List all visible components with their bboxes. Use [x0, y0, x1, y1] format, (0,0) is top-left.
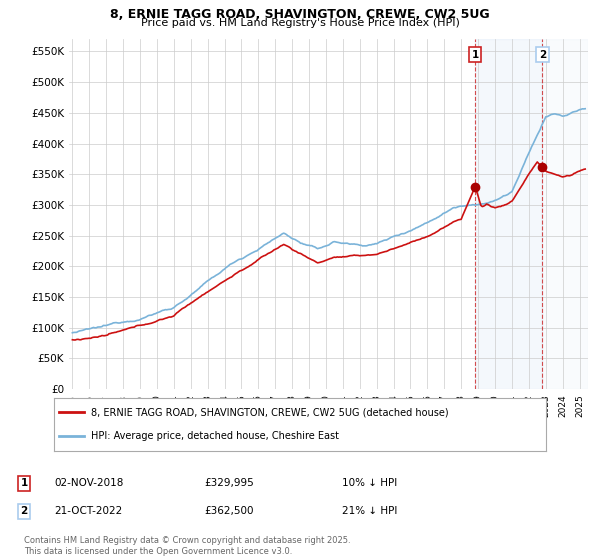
Text: Price paid vs. HM Land Registry's House Price Index (HPI): Price paid vs. HM Land Registry's House … [140, 18, 460, 28]
Text: 21% ↓ HPI: 21% ↓ HPI [342, 506, 397, 516]
Text: 2: 2 [539, 50, 546, 60]
Text: 1: 1 [472, 50, 479, 60]
Text: 10% ↓ HPI: 10% ↓ HPI [342, 478, 397, 488]
Bar [475, 39, 542, 389]
Text: 2: 2 [20, 506, 28, 516]
Text: £362,500: £362,500 [204, 506, 254, 516]
Bar [542, 39, 588, 389]
Text: 8, ERNIE TAGG ROAD, SHAVINGTON, CREWE, CW2 5UG: 8, ERNIE TAGG ROAD, SHAVINGTON, CREWE, C… [110, 8, 490, 21]
Text: HPI: Average price, detached house, Cheshire East: HPI: Average price, detached house, Ches… [91, 431, 339, 441]
Text: 8, ERNIE TAGG ROAD, SHAVINGTON, CREWE, CW2 5UG (detached house): 8, ERNIE TAGG ROAD, SHAVINGTON, CREWE, C… [91, 408, 449, 418]
Text: £329,995: £329,995 [204, 478, 254, 488]
Text: 02-NOV-2018: 02-NOV-2018 [54, 478, 124, 488]
Text: Contains HM Land Registry data © Crown copyright and database right 2025.
This d: Contains HM Land Registry data © Crown c… [24, 536, 350, 556]
Text: 1: 1 [20, 478, 28, 488]
Text: 21-OCT-2022: 21-OCT-2022 [54, 506, 122, 516]
